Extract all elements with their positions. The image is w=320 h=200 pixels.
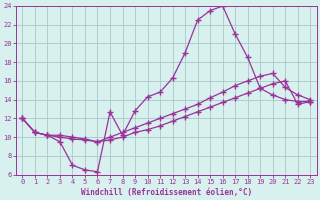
X-axis label: Windchill (Refroidissement éolien,°C): Windchill (Refroidissement éolien,°C) bbox=[81, 188, 252, 197]
